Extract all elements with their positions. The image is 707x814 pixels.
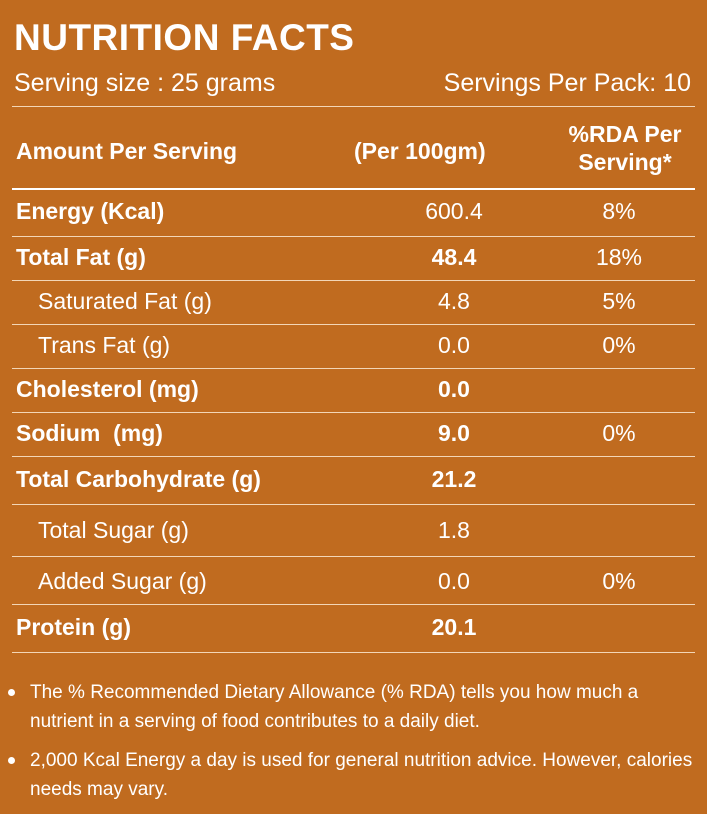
row-rda: 0% <box>602 332 636 358</box>
servings-per-pack: Servings Per Pack: 10 <box>443 68 691 97</box>
row-rda: 8% <box>602 198 636 224</box>
row-value: 1.8 <box>438 517 470 543</box>
row-value: 48.4 <box>431 244 477 270</box>
serving-size: Serving size : 25 grams <box>14 68 276 97</box>
footnote-item: The % Recommended Dietary Allowance (% R… <box>8 678 699 736</box>
table-row: Energy (Kcal) 600.4 8% <box>14 192 693 232</box>
page-title: NUTRITION FACTS <box>14 17 355 58</box>
row-label: Total Carbohydrate (g) <box>16 466 261 492</box>
divider <box>12 368 695 369</box>
row-label: Saturated Fat (g) <box>38 288 212 314</box>
bullet-icon <box>8 757 15 764</box>
row-label: Added Sugar (g) <box>38 568 207 594</box>
table-row: Added Sugar (g) 0.0 0% <box>14 562 693 602</box>
divider <box>12 456 695 457</box>
divider <box>12 188 695 190</box>
row-value: 9.0 <box>438 420 470 446</box>
row-rda: 18% <box>595 244 643 270</box>
row-value: 20.1 <box>431 614 477 640</box>
divider <box>12 324 695 325</box>
divider <box>12 412 695 413</box>
footnote-text: 2,000 Kcal Energy a day is used for gene… <box>30 750 693 800</box>
header-rda-line2: Serving* <box>578 149 672 175</box>
table-row: Cholesterol (mg) 0.0 <box>14 370 693 410</box>
table-row: Total Sugar (g) 1.8 <box>14 511 693 551</box>
row-value: 4.8 <box>438 288 470 314</box>
divider <box>12 504 695 505</box>
bullet-icon <box>8 689 15 696</box>
footnotes: The % Recommended Dietary Allowance (% R… <box>8 678 699 814</box>
row-value: 0.0 <box>438 568 470 594</box>
header-rda: %RDA Per Serving* <box>549 120 701 176</box>
row-label: Total Sugar (g) <box>38 517 189 543</box>
row-value: 21.2 <box>431 466 477 492</box>
row-rda: 5% <box>602 288 636 314</box>
row-value: 600.4 <box>425 198 483 224</box>
table-row: Trans Fat (g) 0.0 0% <box>14 326 693 366</box>
row-label: Total Fat (g) <box>16 244 146 270</box>
row-label: Sodium (mg) <box>16 420 163 446</box>
row-label: Trans Fat (g) <box>38 332 171 358</box>
serving-info: Serving size : 25 grams Servings Per Pac… <box>14 66 691 100</box>
row-value: 0.0 <box>438 376 470 402</box>
footnote-item: 2,000 Kcal Energy a day is used for gene… <box>8 746 699 804</box>
row-label: Cholesterol (mg) <box>16 376 199 402</box>
divider <box>12 604 695 605</box>
table-row: Protein (g) 20.1 <box>14 608 693 648</box>
footnote-text: The % Recommended Dietary Allowance (% R… <box>30 682 639 732</box>
divider <box>12 236 695 237</box>
table-row: Saturated Fat (g) 4.8 5% <box>14 282 693 322</box>
divider <box>12 280 695 281</box>
row-rda: 0% <box>602 420 636 446</box>
table-row: Total Fat (g) 48.4 18% <box>14 238 693 278</box>
table-row: Total Carbohydrate (g) 21.2 <box>14 460 693 500</box>
divider <box>12 106 695 107</box>
row-label: Energy (Kcal) <box>16 198 165 224</box>
row-label: Protein (g) <box>16 614 131 640</box>
row-rda: 0% <box>602 568 636 594</box>
table-row: Sodium (mg) 9.0 0% <box>14 414 693 454</box>
divider <box>12 652 695 653</box>
divider <box>12 556 695 557</box>
row-value: 0.0 <box>438 332 470 358</box>
header-rda-line1: %RDA Per <box>568 121 682 147</box>
header-amount: Amount Per Serving <box>16 138 238 164</box>
header-per100: (Per 100gm) <box>354 138 486 164</box>
table-header: Amount Per Serving (Per 100gm) %RDA Per … <box>14 118 693 188</box>
